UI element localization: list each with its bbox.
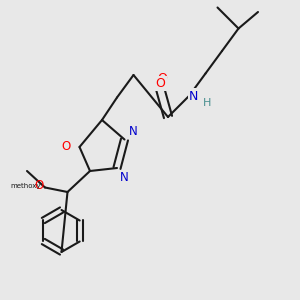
Text: N: N	[129, 125, 138, 138]
Text: O: O	[156, 77, 165, 90]
Text: O: O	[34, 179, 44, 193]
Text: N: N	[190, 91, 200, 104]
Text: N: N	[120, 171, 129, 184]
Text: O: O	[157, 73, 167, 85]
Text: N: N	[189, 89, 198, 103]
Text: methoxy: methoxy	[10, 183, 41, 189]
Text: H: H	[202, 98, 211, 109]
Text: O: O	[61, 140, 70, 154]
